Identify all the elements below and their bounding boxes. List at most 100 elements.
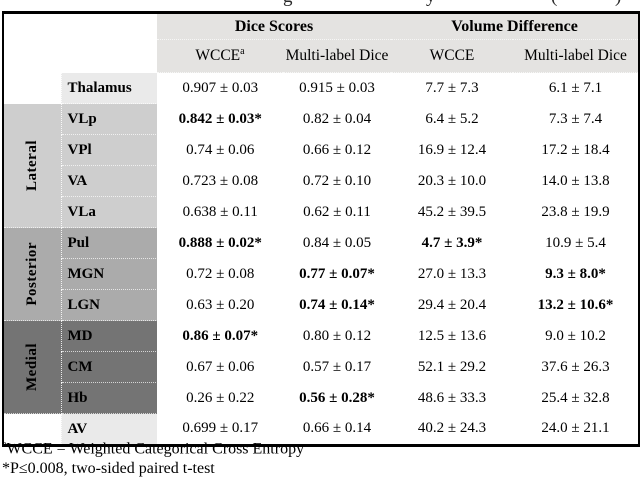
group-cell-empty: [3, 413, 62, 446]
col-header-mld-dice: Multi-label Dice: [283, 39, 391, 73]
value-cell: 0.699 ± 0.17: [157, 413, 283, 446]
value-cell: 0.888 ± 0.02*: [157, 227, 283, 259]
value-cell: 23.8 ± 19.9: [513, 196, 640, 228]
value-cell: 0.63 ± 0.20: [157, 289, 283, 321]
value-cell: 9.3 ± 8.0*: [513, 258, 640, 290]
nucleus-cell: VA: [61, 165, 158, 197]
table-row: Posterior Pul 0.888 ± 0.02* 0.84 ± 0.05 4.7 …: [3, 227, 640, 321]
group-label: Lateral: [23, 140, 40, 191]
value-cell: 0.80 ± 0.12: [283, 320, 391, 352]
value-cell: 20.3 ± 10.0: [391, 165, 513, 197]
group-label: Posterior: [23, 242, 40, 306]
nucleus-cell: LGN: [61, 289, 158, 321]
value-cell: 0.56 ± 0.28*: [283, 382, 391, 414]
nucleus-cell: AV: [61, 413, 158, 446]
value-cell: 52.1 ± 29.2: [391, 351, 513, 383]
value-cell: 0.57 ± 0.17: [283, 351, 391, 383]
nucleus-cell: MD: [61, 320, 158, 352]
table-row: Hb 0.26 ± 0.22 0.56 ± 0.28* 48.6 ± 33.3 25.4…: [3, 382, 640, 414]
value-cell: 0.67 ± 0.06: [157, 351, 283, 383]
volume-difference-header: Volume Difference: [391, 12, 640, 40]
value-cell: 0.74 ± 0.14*: [283, 289, 391, 321]
table-body: Thalamus 0.907 ± 0.03 0.915 ± 0.03 7.7 ± 7.…: [3, 72, 640, 446]
nucleus-cell: Hb: [61, 382, 158, 414]
caption-fragment: y: [426, 0, 436, 8]
value-cell: 0.74 ± 0.06: [157, 134, 283, 166]
col-header-wcce-volume: WCCE: [391, 39, 513, 73]
value-cell: 0.72 ± 0.08: [157, 258, 283, 290]
value-cell: 0.66 ± 0.12: [283, 134, 391, 166]
col-header-mld-volume: Multi-label Dice: [513, 39, 640, 73]
footnote-pvalue-clipped: *P≤0.008, two-sided paired t-test: [2, 460, 215, 477]
table-row: Thalamus 0.907 ± 0.03 0.915 ± 0.03 7.7 ± 7.…: [3, 72, 640, 104]
table-row: AV 0.699 ± 0.17 0.66 ± 0.14 40.2 ± 24.3 24.0…: [3, 413, 640, 446]
value-cell: 7.3 ± 7.4: [513, 103, 640, 135]
value-cell: 0.82 ± 0.04: [283, 103, 391, 135]
value-cell: 24.0 ± 21.1: [513, 413, 640, 446]
value-cell: 37.6 ± 26.3: [513, 351, 640, 383]
value-cell: 0.638 ± 0.11: [157, 196, 283, 228]
value-cell: 10.9 ± 5.4: [513, 227, 640, 259]
value-cell: 40.2 ± 24.3: [391, 413, 513, 446]
value-cell: 14.0 ± 13.8: [513, 165, 640, 197]
value-cell: 13.2 ± 10.6*: [513, 289, 640, 321]
nucleus-cell: VLa: [61, 196, 158, 228]
value-cell: 0.26 ± 0.22: [157, 382, 283, 414]
nucleus-cell: VPl: [61, 134, 158, 166]
value-cell: 17.2 ± 18.4: [513, 134, 640, 166]
dice-scores-header: Dice Scores: [157, 12, 391, 40]
value-cell: 0.907 ± 0.03: [157, 72, 283, 104]
table-row: VPl 0.74 ± 0.06 0.66 ± 0.12 16.9 ± 12.4 17.2…: [3, 134, 640, 166]
value-cell: 0.723 ± 0.08: [157, 165, 283, 197]
footnote-marker-a: a: [240, 45, 245, 57]
cropped-caption-line: g y ( ): [0, 0, 640, 9]
value-cell: 45.2 ± 39.5: [391, 196, 513, 228]
nucleus-cell: Pul: [61, 227, 158, 259]
table-row: CM 0.67 ± 0.06 0.57 ± 0.17 52.1 ± 29.2 37.6 …: [3, 351, 640, 383]
group-cell-posterior: Posterior: [3, 227, 62, 321]
value-cell: 27.0 ± 13.3: [391, 258, 513, 290]
value-cell: 0.62 ± 0.11: [283, 196, 391, 228]
value-cell: 0.77 ± 0.07*: [283, 258, 391, 290]
corner-cell: [3, 12, 157, 40]
value-cell: 6.1 ± 7.1: [513, 72, 640, 104]
col-header-wcce-dice: WCCEa: [157, 39, 283, 73]
corner-cell: [3, 39, 157, 73]
value-cell: 12.5 ± 13.6: [391, 320, 513, 352]
value-cell: 6.4 ± 5.2: [391, 103, 513, 135]
value-cell: 48.6 ± 33.3: [391, 382, 513, 414]
caption-fragment: (: [551, 0, 557, 8]
table-row: Lateral VLp 0.842 ± 0.03* 0.82 ± 0.04 6.4 ± …: [3, 103, 640, 228]
value-cell: 9.0 ± 10.2: [513, 320, 640, 352]
segmentation-results-table: Dice Scores Volume Difference WCCEa Mult…: [2, 11, 640, 447]
group-cell-empty: [3, 72, 62, 104]
value-cell: 0.84 ± 0.05: [283, 227, 391, 259]
group-label: Medial: [23, 343, 40, 391]
table-row: LGN 0.63 ± 0.20 0.74 ± 0.14* 29.4 ± 20.4 13.…: [3, 289, 640, 321]
group-cell-lateral: Lateral: [3, 103, 62, 228]
table-row: VLa 0.638 ± 0.11 0.62 ± 0.11 45.2 ± 39.5 23.…: [3, 196, 640, 228]
nucleus-cell: MGN: [61, 258, 158, 290]
footnote-wcce: aWCCE = Weighted Categorical Cross Entro…: [2, 439, 305, 458]
value-cell: 0.66 ± 0.14: [283, 413, 391, 446]
table-row: MGN 0.72 ± 0.08 0.77 ± 0.07* 27.0 ± 13.3 9.3…: [3, 258, 640, 290]
column-group-header-row: Dice Scores Volume Difference: [3, 12, 640, 40]
value-cell: 16.9 ± 12.4: [391, 134, 513, 166]
value-cell: 0.915 ± 0.03: [283, 72, 391, 104]
caption-fragment: g: [283, 0, 293, 8]
footnote-sup-a: a: [2, 439, 7, 450]
nucleus-cell: CM: [61, 351, 158, 383]
sub-header-row: WCCEa Multi-label Dice WCCE Multi-label …: [3, 39, 640, 73]
value-cell: 4.7 ± 3.9*: [391, 227, 513, 259]
value-cell: 0.86 ± 0.07*: [157, 320, 283, 352]
value-cell: 0.72 ± 0.10: [283, 165, 391, 197]
value-cell: 0.842 ± 0.03*: [157, 103, 283, 135]
nucleus-cell: Thalamus: [61, 72, 158, 104]
value-cell: 29.4 ± 20.4: [391, 289, 513, 321]
nucleus-cell: VLp: [61, 103, 158, 135]
table-row: Medial MD 0.86 ± 0.07* 0.80 ± 0.12 12.5 ± 13…: [3, 320, 640, 414]
table-row: VA 0.723 ± 0.08 0.72 ± 0.10 20.3 ± 10.0 14.0…: [3, 165, 640, 197]
group-cell-medial: Medial: [3, 320, 62, 414]
caption-fragment: ): [615, 0, 621, 8]
value-cell: 25.4 ± 32.8: [513, 382, 640, 414]
